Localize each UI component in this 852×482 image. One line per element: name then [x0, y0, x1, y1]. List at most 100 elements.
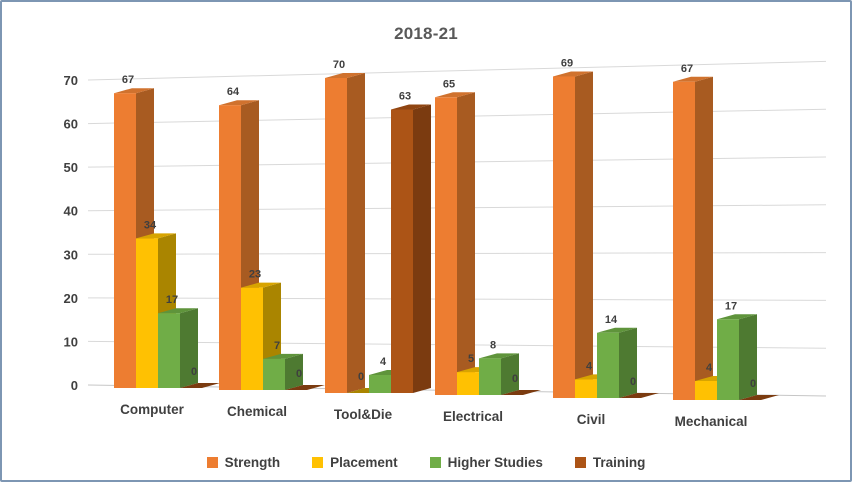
- bar-strength-tool-die: [325, 73, 365, 393]
- category-label: Electrical: [443, 409, 503, 424]
- bar-top-face: [673, 76, 713, 82]
- bar-front-face: [575, 379, 597, 398]
- category-label: Computer: [120, 402, 184, 417]
- data-label: 17: [725, 300, 737, 312]
- bar-top-face: [263, 353, 303, 359]
- category-label: Tool&Die: [334, 407, 393, 422]
- legend-item-placement: Placement: [312, 455, 398, 470]
- bar-zero-face: [285, 385, 325, 390]
- bar-top-face: [553, 71, 593, 77]
- bar-side-face: [413, 104, 431, 393]
- bar-strength-civil: [553, 71, 593, 399]
- data-label: 70: [333, 59, 345, 71]
- data-label: 65: [443, 78, 455, 90]
- bar-front-face: [136, 238, 158, 388]
- data-label: 8: [490, 339, 496, 351]
- data-label: 7: [274, 340, 280, 352]
- bar-front-face: [369, 375, 391, 393]
- legend-label: Strength: [224, 455, 281, 470]
- gridline: [87, 60, 827, 81]
- y-axis-tick-label: 40: [64, 204, 78, 219]
- legend: Strength Placement Higher Studies Training: [2, 455, 850, 470]
- data-label: 17: [166, 294, 178, 306]
- y-axis-tick-label: 0: [71, 378, 78, 393]
- bar-side-face: [457, 92, 475, 396]
- bar-side-face: [501, 353, 519, 395]
- y-axis-tick-label: 20: [64, 291, 78, 306]
- category-label: Civil: [577, 412, 606, 427]
- bar-side-face: [619, 327, 637, 398]
- data-label: 14: [605, 314, 618, 326]
- bar-side-face: [180, 308, 198, 388]
- bar-front-face: [219, 105, 241, 390]
- legend-label: Placement: [330, 455, 398, 470]
- bar-zero-face: [180, 383, 220, 388]
- bar-front-face: [391, 109, 413, 393]
- bar-top-face: [136, 233, 176, 239]
- bar-front-face: [597, 332, 619, 398]
- bar-higher-studies-chemical: [263, 353, 303, 390]
- bar-zero-face: [739, 395, 779, 400]
- legend-item-training: Training: [574, 455, 646, 470]
- bar-zero-face: [619, 393, 659, 398]
- y-axis-tick-label: 50: [64, 160, 78, 175]
- legend-item-higher-studies: Higher Studies: [429, 455, 543, 470]
- data-label: 23: [249, 269, 261, 281]
- bar-front-face: [158, 313, 180, 388]
- y-axis-tick-label: 30: [64, 247, 78, 262]
- bar-training-mechanical: [739, 395, 779, 400]
- bar-front-face: [695, 381, 717, 400]
- bar-strength-mechanical: [673, 76, 713, 400]
- data-label: 63: [399, 91, 411, 103]
- bar-top-face: [219, 100, 259, 106]
- data-label: 0: [512, 373, 518, 385]
- legend-swatch-icon: [429, 457, 441, 468]
- bar-higher-studies-computer: [158, 308, 198, 388]
- bar-higher-studies-electrical: [479, 353, 519, 395]
- bar-side-face: [347, 73, 365, 393]
- legend-item-strength: Strength: [206, 455, 281, 470]
- bar-top-face: [114, 88, 154, 94]
- bar-training-chemical: [285, 385, 325, 390]
- bar-top-face: [435, 92, 475, 98]
- bar-top-face: [717, 314, 757, 320]
- data-label: 4: [380, 356, 387, 368]
- data-label: 0: [358, 371, 364, 383]
- bar-front-face: [457, 372, 479, 395]
- bar-training-civil: [619, 393, 659, 398]
- legend-swatch-icon: [312, 457, 324, 468]
- bar-top-face: [597, 327, 637, 333]
- bar-training-tool-die: [391, 104, 431, 393]
- y-axis-tick-label: 60: [64, 117, 78, 132]
- bar-higher-studies-civil: [597, 327, 637, 398]
- data-label: 64: [227, 86, 240, 98]
- data-label: 0: [191, 366, 197, 378]
- bar-top-face: [391, 104, 431, 110]
- data-label: 0: [630, 376, 636, 388]
- bar-front-face: [673, 81, 695, 400]
- data-label: 0: [296, 368, 302, 380]
- legend-swatch-icon: [206, 457, 218, 468]
- bar-top-face: [158, 308, 198, 314]
- bar-front-face: [263, 358, 285, 390]
- data-label: 4: [586, 360, 593, 372]
- data-label: 34: [144, 219, 157, 231]
- bar-front-face: [325, 78, 347, 393]
- bar-higher-studies-mechanical: [717, 314, 757, 400]
- bar-side-face: [285, 353, 303, 390]
- legend-swatch-icon: [574, 457, 586, 468]
- bar-front-face: [553, 76, 575, 399]
- bar-front-face: [717, 319, 739, 400]
- bar-zero-face: [501, 390, 541, 395]
- legend-label: Training: [592, 455, 646, 470]
- data-label: 67: [681, 63, 693, 75]
- y-axis-tick-label: 70: [64, 73, 78, 88]
- bar-front-face: [479, 358, 501, 395]
- y-axis-tick-label: 10: [64, 334, 78, 349]
- bar-front-face: [435, 97, 457, 396]
- bar-front-face: [241, 287, 263, 390]
- chart-title: 2018-21: [394, 24, 458, 43]
- data-label: 5: [468, 353, 474, 365]
